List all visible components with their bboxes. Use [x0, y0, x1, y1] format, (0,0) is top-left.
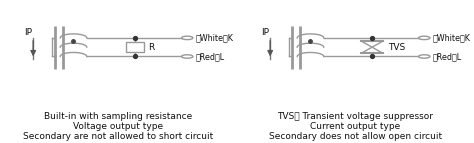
Text: Secondary are not allowed to short circuit: Secondary are not allowed to short circu… [23, 132, 214, 141]
Text: R: R [148, 43, 154, 52]
Text: Built-in with sampling resistance: Built-in with sampling resistance [45, 112, 192, 121]
Text: Voltage output type: Voltage output type [73, 122, 164, 131]
Bar [126, 42, 144, 52]
Text: （Red）L: （Red）L [196, 52, 225, 61]
Text: TVS: TVS [388, 43, 406, 52]
Text: TVS： Transient voltage suppressor: TVS： Transient voltage suppressor [277, 112, 434, 121]
Circle shape [419, 36, 430, 40]
Text: （Red）L: （Red）L [433, 52, 462, 61]
Circle shape [419, 55, 430, 58]
Text: （White）K: （White）K [433, 33, 471, 42]
Text: （White）K: （White）K [196, 33, 234, 42]
Circle shape [182, 55, 193, 58]
Text: Current output type: Current output type [310, 122, 401, 131]
Text: Secondary does not allow open circuit: Secondary does not allow open circuit [269, 132, 442, 141]
Text: IP: IP [25, 28, 32, 37]
Circle shape [182, 36, 193, 40]
Text: IP: IP [262, 28, 269, 37]
